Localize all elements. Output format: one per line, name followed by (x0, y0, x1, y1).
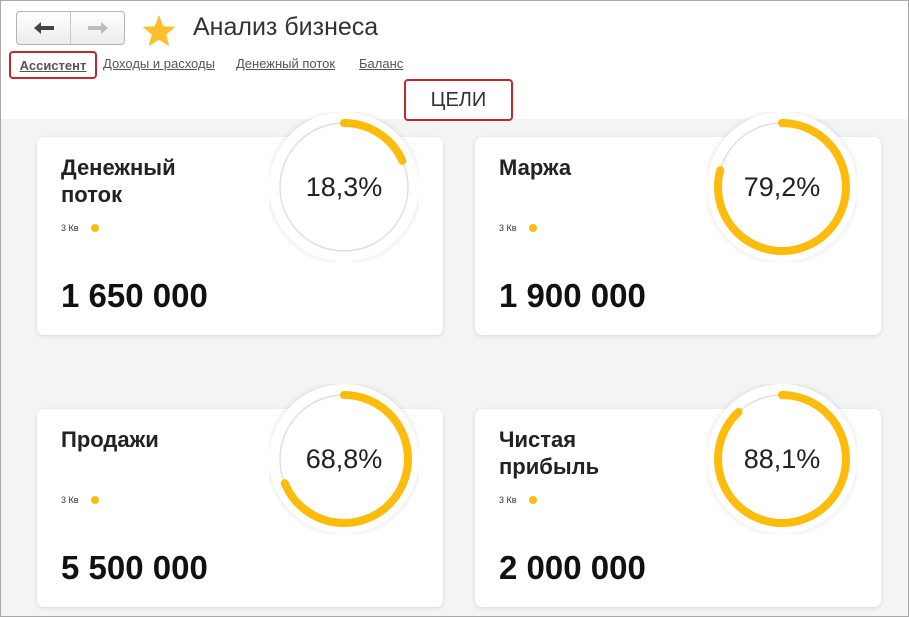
legend-label: 3 Кв (499, 223, 517, 233)
back-button[interactable] (17, 12, 70, 44)
legend-dot-icon (90, 224, 99, 232)
card-title: Денежный поток (61, 155, 176, 207)
card-value: 5 500 000 (61, 549, 208, 586)
arrow-left-icon (33, 22, 54, 34)
legend-label: 3 Кв (499, 495, 517, 505)
progress-percent: 79,2% (743, 171, 821, 202)
page-title: Анализ бизнеса (193, 13, 379, 41)
history-nav (16, 11, 125, 45)
progress-percent: 88,1% (743, 443, 821, 474)
goals-heading: ЦЕЛИ (404, 79, 513, 121)
legend-dot-icon (528, 224, 537, 232)
legend-label: 3 Кв (61, 223, 79, 233)
card-title: Чистая прибыль (499, 427, 600, 479)
progress-percent: 68,8% (305, 443, 383, 474)
tab-assistant[interactable]: Ассистент (9, 51, 97, 79)
card-legend: 3 Кв (499, 223, 537, 233)
card-title: Маржа (499, 155, 572, 180)
legend-label: 3 Кв (61, 495, 79, 505)
star-icon[interactable] (141, 14, 177, 48)
legend-dot-icon (528, 496, 537, 504)
tab-balance[interactable]: Баланс (359, 56, 404, 71)
progress-gauge: 79,2% (707, 112, 857, 262)
progress-gauge: 68,8% (269, 384, 419, 534)
card-legend: 3 Кв (61, 223, 99, 233)
legend-dot-icon (90, 496, 99, 504)
card-value: 1 900 000 (499, 277, 646, 314)
card-value: 1 650 000 (61, 277, 208, 314)
card-value: 2 000 000 (499, 549, 646, 586)
forward-button[interactable] (70, 12, 124, 44)
card-title: Продажи (61, 427, 159, 452)
card-legend: 3 Кв (61, 495, 99, 505)
progress-gauge: 88,1% (707, 384, 857, 534)
arrow-right-icon (87, 22, 108, 34)
tab-cash-flow[interactable]: Денежный поток (236, 56, 336, 71)
progress-percent: 18,3% (305, 171, 383, 202)
card-legend: 3 Кв (499, 495, 537, 505)
progress-gauge: 18,3% (269, 112, 419, 262)
tab-income-expenses[interactable]: Доходы и расходы (103, 56, 215, 71)
